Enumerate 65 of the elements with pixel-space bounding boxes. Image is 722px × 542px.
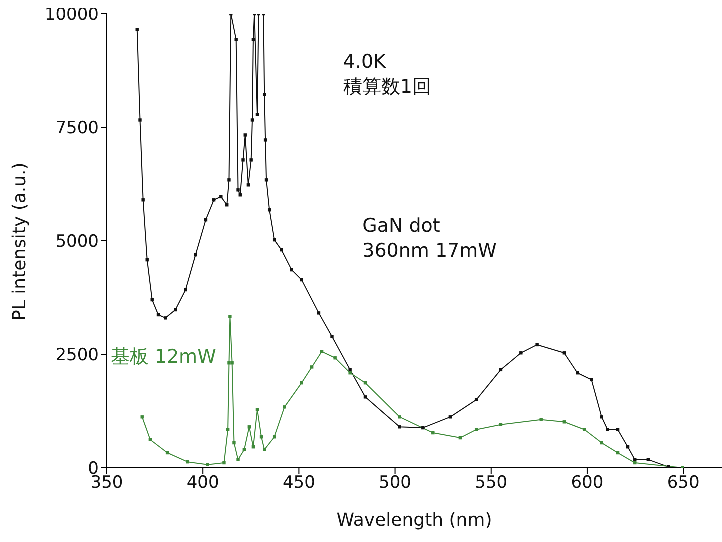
point (186, 460, 190, 464)
y-tick-label: 2500 (56, 346, 99, 366)
point (236, 188, 240, 192)
point (283, 406, 286, 409)
point (280, 248, 284, 252)
point (232, 441, 236, 445)
x-axis-title: Wavelength (nm) (336, 510, 492, 531)
y-axis-title: PL intensity (a.u.) (9, 162, 30, 321)
point (317, 312, 321, 315)
point (264, 178, 268, 182)
point (184, 288, 188, 292)
point (262, 448, 266, 452)
x-tick-label: 550 (475, 473, 508, 494)
x-tick-label: 400 (186, 473, 220, 494)
x-tick-label: 450 (282, 473, 316, 494)
point (142, 198, 145, 202)
point (228, 315, 232, 318)
point (256, 113, 260, 116)
point (398, 416, 402, 419)
x-tick-label: 650 (667, 473, 700, 494)
text: GaN dot 360nm 17mW (362, 214, 497, 264)
point (220, 195, 223, 199)
point (250, 158, 253, 162)
point (590, 378, 594, 382)
point (666, 465, 670, 468)
point (246, 184, 250, 187)
point (320, 350, 324, 354)
point (222, 461, 226, 465)
point (164, 316, 168, 320)
point (250, 118, 254, 122)
y-tick-label: 5000 (56, 232, 99, 252)
point (334, 356, 337, 360)
point (242, 448, 246, 452)
point (520, 352, 523, 355)
point (194, 253, 198, 257)
point (138, 118, 142, 122)
annotation: 4.0K 積算数1回 (343, 50, 432, 100)
point (310, 366, 314, 369)
y-tick-label: 7500 (56, 118, 99, 139)
point (540, 418, 543, 422)
point (230, 362, 234, 365)
point (576, 372, 580, 375)
point (646, 458, 650, 462)
point (448, 416, 452, 419)
x-tick-label: 600 (571, 473, 604, 494)
point (348, 368, 352, 372)
point (348, 372, 352, 375)
x-tick-label: 500 (379, 473, 412, 494)
series-label: 基板 12mW (110, 345, 216, 370)
point (634, 458, 637, 462)
point (606, 428, 610, 432)
point (364, 396, 368, 399)
point (244, 134, 247, 137)
point (228, 178, 231, 182)
point (234, 38, 238, 42)
point (140, 416, 144, 419)
point (583, 428, 586, 432)
point (536, 343, 539, 347)
point (264, 138, 268, 142)
point (236, 458, 240, 462)
point (242, 158, 245, 162)
point (330, 335, 334, 338)
point (600, 416, 604, 419)
point (262, 93, 266, 96)
point (206, 463, 210, 466)
